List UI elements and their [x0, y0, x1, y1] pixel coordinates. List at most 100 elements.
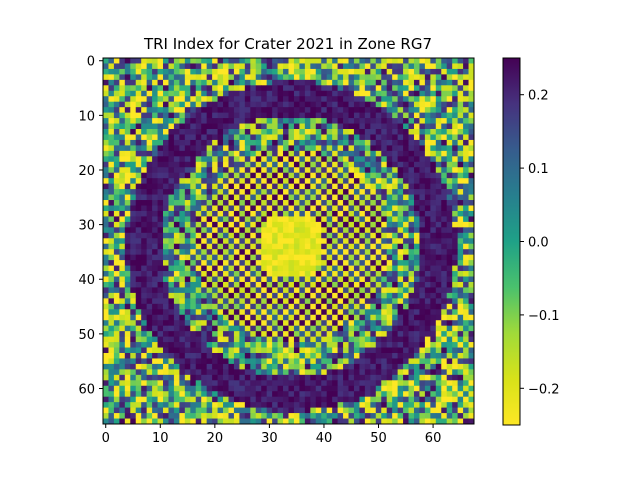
heatmap-cell: [157, 123, 164, 130]
heatmap-cell: [124, 347, 131, 354]
heatmap-cell: [310, 139, 317, 146]
heatmap-cell: [206, 205, 213, 212]
heatmap-cell: [288, 352, 295, 359]
heatmap-cell: [343, 145, 349, 152]
heatmap-cell: [223, 249, 229, 256]
heatmap-cell: [353, 178, 360, 185]
heatmap-cell: [228, 314, 235, 321]
heatmap-cell: [452, 243, 459, 250]
heatmap-cell: [468, 123, 475, 130]
heatmap-cell: [337, 418, 344, 425]
heatmap-cell: [304, 254, 311, 261]
heatmap-cell: [326, 320, 333, 327]
heatmap-cell: [239, 167, 246, 174]
heatmap-cell: [381, 112, 388, 119]
heatmap-cell: [146, 232, 153, 239]
heatmap-cell: [233, 347, 240, 354]
heatmap-cell: [370, 336, 377, 343]
heatmap-cell: [359, 216, 366, 223]
heatmap-cell: [321, 271, 328, 277]
heatmap-cell: [430, 254, 437, 261]
heatmap-cell: [424, 342, 431, 348]
heatmap-cell: [266, 314, 273, 321]
heatmap-cell: [321, 265, 328, 272]
heatmap-cell: [310, 292, 317, 299]
heatmap-cell: [201, 74, 208, 81]
heatmap-cell: [397, 232, 404, 239]
heatmap-cell: [403, 96, 409, 103]
heatmap-cell: [179, 85, 186, 92]
heatmap-cell: [446, 156, 453, 163]
heatmap-cell: [364, 254, 371, 261]
heatmap-cell: [299, 68, 306, 75]
heatmap-cell: [119, 281, 126, 288]
heatmap-cell: [277, 216, 284, 223]
heatmap-cell: [326, 194, 333, 201]
heatmap-cell: [468, 145, 475, 152]
heatmap-cell: [326, 112, 333, 119]
heatmap-cell: [332, 358, 339, 365]
heatmap-cell: [146, 238, 153, 245]
heatmap-cell: [261, 227, 268, 234]
heatmap-cell: [375, 85, 382, 92]
heatmap-cell: [441, 243, 448, 250]
heatmap-cell: [457, 309, 464, 316]
heatmap-cell: [217, 396, 224, 403]
heatmap-cell: [233, 243, 240, 250]
heatmap-cell: [430, 396, 437, 403]
heatmap-cell: [266, 325, 273, 332]
heatmap-cell: [195, 68, 202, 75]
heatmap-cell: [135, 85, 142, 92]
heatmap-cell: [413, 292, 420, 299]
heatmap-cell: [261, 200, 268, 206]
heatmap-cell: [332, 139, 339, 146]
heatmap-cell: [152, 194, 158, 201]
heatmap-cell: [146, 79, 153, 86]
heatmap-cell: [370, 298, 377, 305]
heatmap-cell: [348, 418, 355, 425]
heatmap-cell: [304, 232, 311, 239]
heatmap-cell: [419, 58, 426, 64]
heatmap-cell: [403, 156, 409, 163]
heatmap-cell: [463, 380, 469, 387]
heatmap-cell: [157, 281, 164, 288]
heatmap-cell: [359, 402, 366, 409]
heatmap-cell: [135, 385, 142, 392]
heatmap-cell: [103, 85, 109, 92]
heatmap-cell: [146, 287, 153, 294]
heatmap-cell: [250, 271, 257, 277]
heatmap-cell: [206, 221, 213, 228]
heatmap-cell: [163, 156, 169, 163]
heatmap-cell: [195, 325, 202, 332]
heatmap-cell: [141, 325, 148, 332]
heatmap-cell: [337, 391, 344, 398]
heatmap-cell: [337, 243, 344, 250]
heatmap-cell: [457, 265, 464, 272]
heatmap-cell: [119, 380, 126, 387]
heatmap-cell: [272, 112, 278, 119]
heatmap-cell: [157, 385, 164, 392]
heatmap-cell: [201, 418, 208, 425]
heatmap-cell: [397, 194, 404, 201]
heatmap-cell: [299, 325, 306, 332]
heatmap-cell: [408, 391, 415, 398]
heatmap-cell: [212, 216, 218, 223]
heatmap-cell: [223, 271, 229, 277]
heatmap-cell: [321, 336, 328, 343]
heatmap-cell: [250, 407, 257, 414]
heatmap-cell: [201, 374, 208, 381]
heatmap-cell: [370, 276, 377, 283]
heatmap-cell: [212, 385, 218, 392]
heatmap-cell: [272, 123, 278, 130]
heatmap-cell: [310, 320, 317, 327]
heatmap-cell: [195, 96, 202, 103]
heatmap-cell: [315, 347, 322, 354]
heatmap-cell: [152, 254, 158, 261]
heatmap-cell: [413, 402, 420, 409]
heatmap-cell: [283, 189, 289, 195]
heatmap-cell: [359, 374, 366, 381]
heatmap-cell: [370, 221, 377, 228]
heatmap-cell: [244, 325, 251, 332]
heatmap-cell: [157, 107, 164, 114]
heatmap-cell: [348, 385, 355, 392]
